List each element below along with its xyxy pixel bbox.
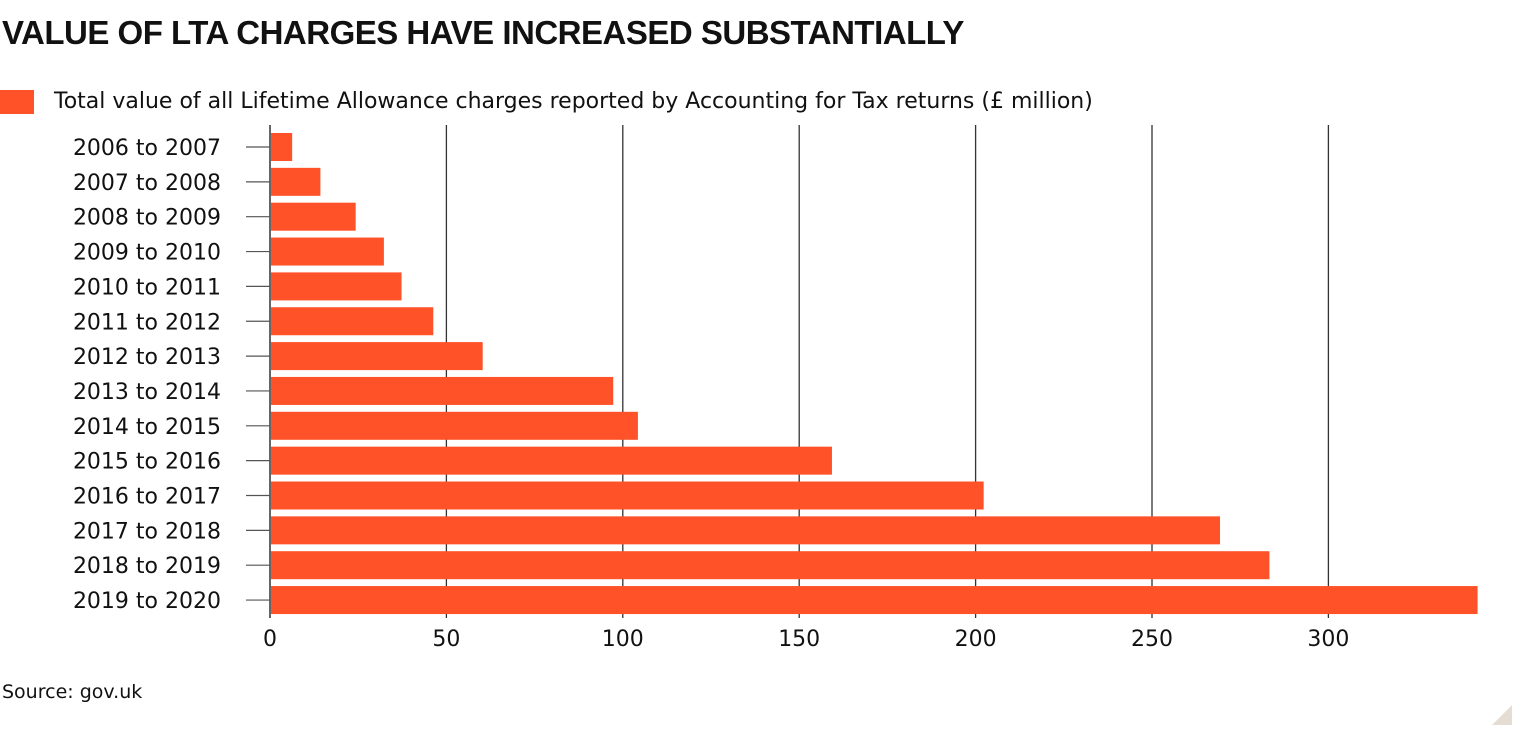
source-note: Source: gov.uk	[2, 681, 143, 703]
bar	[271, 586, 1478, 615]
x-tick-label: 300	[1307, 627, 1349, 652]
y-category-label: 2016 to 2017	[73, 485, 221, 510]
y-category-label: 2017 to 2018	[73, 519, 221, 544]
y-category-label: 2010 to 2011	[73, 275, 221, 300]
x-tick-label: 250	[1131, 627, 1173, 652]
y-category-label: 2007 to 2008	[73, 171, 221, 196]
bar	[271, 342, 483, 371]
bar	[271, 446, 832, 475]
x-tick-label: 0	[263, 627, 277, 652]
y-category-label: 2013 to 2014	[73, 380, 221, 405]
y-category-label: 2006 to 2007	[73, 136, 221, 161]
y-category-label: 2014 to 2015	[73, 415, 221, 440]
y-category-label: 2009 to 2010	[73, 241, 221, 266]
chart-title: VALUE OF LTA CHARGES HAVE INCREASED SUBS…	[2, 14, 964, 51]
bar	[271, 411, 638, 440]
bar	[271, 202, 356, 231]
x-tick-label: 150	[778, 627, 820, 652]
bar	[271, 237, 384, 266]
bar	[271, 307, 434, 336]
bar	[271, 133, 293, 161]
legend-swatch	[0, 89, 34, 114]
y-category-label: 2019 to 2020	[73, 589, 221, 614]
legend-label: Total value of all Lifetime Allowance ch…	[54, 89, 1093, 114]
bar	[271, 167, 321, 196]
y-category-label: 2015 to 2016	[73, 450, 221, 475]
bar	[271, 516, 1221, 545]
y-category-label: 2018 to 2019	[73, 554, 221, 579]
y-category-label: 2011 to 2012	[73, 310, 221, 335]
x-tick-label: 200	[955, 627, 997, 652]
bar	[271, 551, 1270, 580]
x-tick-label: 100	[602, 627, 644, 652]
y-category-label: 2008 to 2009	[73, 206, 221, 231]
bar	[271, 272, 402, 301]
corner-decoration	[1492, 705, 1512, 725]
legend: Total value of all Lifetime Allowance ch…	[0, 89, 1093, 114]
x-tick-label: 50	[432, 627, 460, 652]
bar	[271, 376, 614, 405]
y-category-label: 2012 to 2013	[73, 345, 221, 370]
bar	[271, 481, 984, 510]
